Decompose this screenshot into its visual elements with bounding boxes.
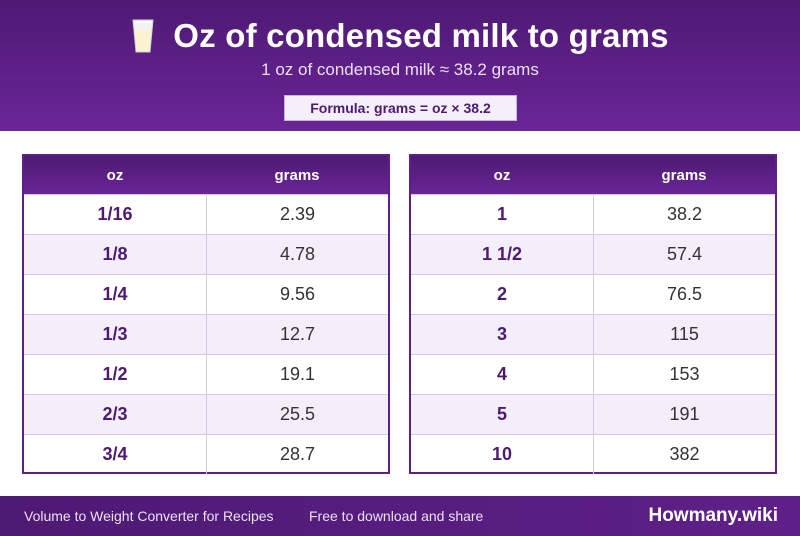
title-row: Oz of condensed milk to grams <box>0 14 800 58</box>
conversion-table-small: oz grams 1/16 2.39 1/8 4.78 1/4 9.56 1/3… <box>22 154 390 474</box>
conversion-table-large: oz grams 1 38.2 1 1/2 57.4 2 76.5 3 115 … <box>409 154 777 474</box>
grams-cell: 4.78 <box>279 244 316 264</box>
table-row: 1/2 19.1 <box>24 354 388 394</box>
oz-cell: 2/3 <box>24 395 207 434</box>
oz-cell: 2 <box>411 275 594 314</box>
grams-cell: 191 <box>669 404 700 424</box>
oz-cell: 1/8 <box>24 235 207 274</box>
header-banner: Oz of condensed milk to grams 1 oz of co… <box>0 0 800 131</box>
oz-cell: 5 <box>411 395 594 434</box>
table-row: 1 1/2 57.4 <box>411 234 775 274</box>
column-header-oz: oz <box>106 166 124 184</box>
conversion-subtitle: 1 oz of condensed milk ≈ 38.2 grams <box>261 60 539 79</box>
brand-logo-text[interactable]: Howmany.wiki <box>648 505 778 526</box>
table-row: 2 76.5 <box>411 274 775 314</box>
oz-cell: 1 1/2 <box>411 235 594 274</box>
footer-bar: Volume to Weight Converter for Recipes F… <box>0 496 800 536</box>
table-row: 5 191 <box>411 394 775 434</box>
oz-cell: 1/4 <box>24 275 207 314</box>
column-header-oz: oz <box>493 166 511 184</box>
grams-cell: 57.4 <box>666 244 703 264</box>
table-row: 1/3 12.7 <box>24 314 388 354</box>
grams-cell: 382 <box>669 444 700 464</box>
page-title: Oz of condensed milk to grams <box>173 17 669 54</box>
oz-cell: 3 <box>411 315 594 354</box>
grams-cell: 28.7 <box>279 444 316 464</box>
grams-cell: 9.56 <box>279 284 316 304</box>
table-row: 1/4 9.56 <box>24 274 388 314</box>
table-row: 1/8 4.78 <box>24 234 388 274</box>
table-row: 3/4 28.7 <box>24 434 388 474</box>
grams-cell: 2.39 <box>279 204 316 224</box>
oz-cell: 4 <box>411 355 594 394</box>
table-row: 1 38.2 <box>411 194 775 234</box>
table-row: 4 153 <box>411 354 775 394</box>
formula-badge: Formula: grams = oz × 38.2 <box>284 95 517 121</box>
column-header-grams: grams <box>274 166 320 184</box>
column-header-grams: grams <box>661 166 707 184</box>
grams-cell: 19.1 <box>279 364 316 384</box>
table-header: oz grams <box>411 156 775 194</box>
table-header: oz grams <box>24 156 388 194</box>
grams-cell: 153 <box>669 364 700 384</box>
grams-cell: 115 <box>670 324 699 344</box>
grams-cell: 38.2 <box>666 204 703 224</box>
oz-cell: 3/4 <box>24 435 207 474</box>
table-row: 3 115 <box>411 314 775 354</box>
table-row: 10 382 <box>411 434 775 474</box>
grams-cell: 76.5 <box>666 284 703 304</box>
grams-cell: 12.7 <box>279 324 316 344</box>
oz-cell: 10 <box>411 435 594 474</box>
footer-share-text: Free to download and share <box>309 508 484 524</box>
oz-cell: 1/3 <box>24 315 207 354</box>
table-row: 2/3 25.5 <box>24 394 388 434</box>
table-row: 1/16 2.39 <box>24 194 388 234</box>
oz-cell: 1 <box>411 195 594 234</box>
footer-converter-text: Volume to Weight Converter for Recipes <box>24 508 274 524</box>
oz-cell: 1/16 <box>24 195 207 234</box>
milk-glass-icon <box>132 19 154 53</box>
grams-cell: 25.5 <box>279 404 316 424</box>
oz-cell: 1/2 <box>24 355 207 394</box>
